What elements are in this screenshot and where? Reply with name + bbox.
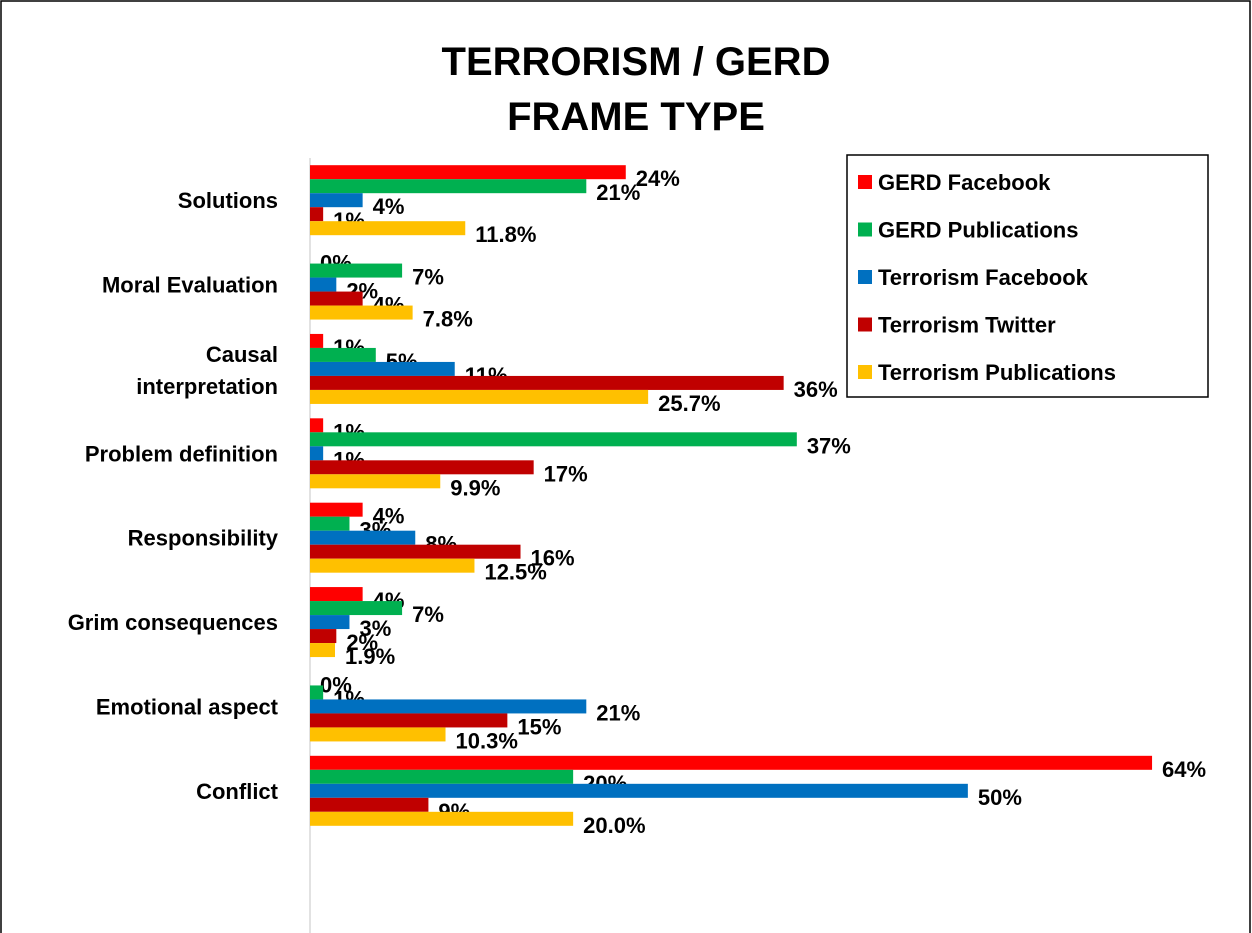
- bar: [310, 305, 413, 320]
- legend-label: Terrorism Facebook: [878, 265, 1089, 290]
- bar: [310, 418, 324, 433]
- data-label: 21%: [596, 700, 640, 725]
- y-tick-label: Moral Evaluation: [102, 273, 278, 298]
- data-label: 2%: [346, 630, 378, 655]
- bar: [310, 783, 968, 798]
- data-label: 24%: [636, 166, 680, 191]
- data-label: 1.9%: [345, 644, 395, 669]
- bar: [310, 516, 350, 531]
- data-label: 21%: [596, 180, 640, 205]
- bar: [310, 446, 324, 461]
- bar: [310, 375, 784, 390]
- legend-label: Terrorism Publications: [878, 360, 1116, 385]
- legend-swatch: [858, 365, 872, 379]
- y-tick-label: Problem definition: [85, 441, 278, 466]
- bar: [310, 685, 324, 700]
- data-label: 15%: [517, 714, 561, 739]
- data-label: 0%: [320, 672, 352, 697]
- bar: [310, 769, 574, 784]
- data-label: 50%: [978, 785, 1022, 810]
- bar: [310, 291, 363, 306]
- bar: [310, 460, 534, 475]
- bar: [310, 558, 475, 573]
- bar: [310, 629, 337, 644]
- legend-label: GERD Facebook: [878, 170, 1051, 195]
- data-label: 25.7%: [658, 391, 720, 416]
- bar: [310, 755, 1153, 770]
- bar: [310, 347, 376, 362]
- legend-box: [846, 154, 1209, 398]
- bar: [310, 474, 441, 489]
- data-label: 7%: [412, 265, 444, 290]
- data-label: 9.9%: [450, 475, 500, 500]
- bar: [310, 615, 350, 630]
- data-label: 4%: [373, 504, 405, 529]
- y-tick-label: Conflict: [196, 779, 279, 804]
- legend-swatch: [858, 222, 872, 237]
- bar: [310, 601, 403, 616]
- bar: [310, 221, 466, 236]
- y-tick-label: Emotional aspect: [96, 694, 279, 719]
- bar: [310, 193, 363, 208]
- bar: [310, 263, 403, 278]
- bar: [310, 530, 416, 545]
- bar: [310, 333, 324, 348]
- y-tick-label: Causal interpretation: [136, 342, 278, 399]
- bar: [310, 502, 363, 517]
- data-label: 64%: [1162, 757, 1206, 782]
- legend-swatch: [858, 270, 872, 284]
- bar: [310, 699, 587, 714]
- bar: [310, 643, 335, 658]
- bar: [310, 277, 337, 292]
- bar: [310, 179, 587, 194]
- bar: [310, 544, 521, 559]
- data-label: 12.5%: [484, 560, 546, 585]
- legend-swatch: [858, 175, 872, 189]
- bar: [310, 389, 649, 404]
- y-tick-label: Responsibility: [128, 526, 279, 551]
- data-label: 7%: [412, 602, 444, 627]
- legend-swatch: [858, 317, 872, 332]
- bar: [310, 207, 324, 222]
- bar: [310, 587, 363, 602]
- bar: [310, 727, 446, 742]
- data-label: 37%: [807, 433, 851, 458]
- data-label: 17%: [544, 461, 588, 486]
- legend-label: Terrorism Twitter: [878, 313, 1056, 338]
- bar: [310, 811, 574, 826]
- data-label: 4%: [373, 194, 405, 219]
- legend-label: GERD Publications: [878, 218, 1078, 243]
- data-label: 3%: [359, 616, 391, 641]
- bar: [310, 797, 429, 812]
- data-label: 16%: [531, 546, 575, 571]
- data-label: 7.8%: [423, 307, 473, 332]
- data-label: 11.8%: [475, 222, 536, 247]
- chart-title: FRAME TYPE: [507, 95, 765, 139]
- y-tick-label: Solutions: [178, 188, 278, 213]
- bar: [310, 713, 508, 728]
- chart-title: TERRORISM / GERD: [442, 40, 831, 84]
- bar: [310, 165, 626, 180]
- data-label: 36%: [794, 377, 838, 402]
- y-tick-label: Grim consequences: [68, 610, 278, 635]
- data-label: 10.3%: [456, 728, 518, 753]
- bar: [310, 432, 797, 447]
- bar: [310, 361, 455, 376]
- data-label: 20.0%: [583, 813, 645, 838]
